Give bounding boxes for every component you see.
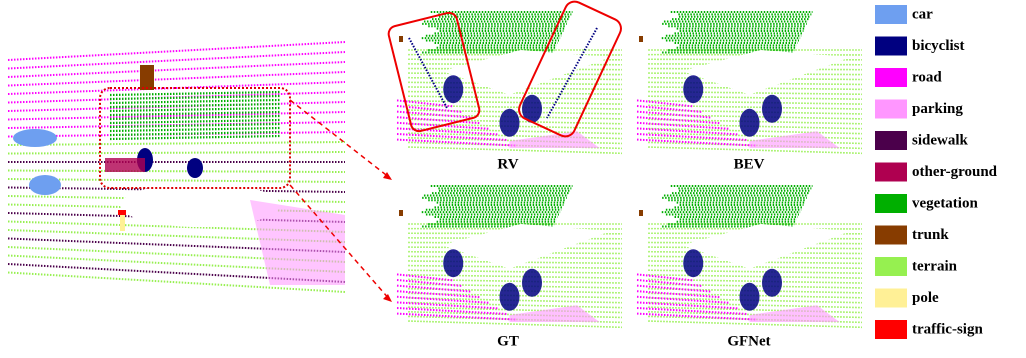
bicyclist [500, 109, 520, 137]
traffic-sign [118, 210, 126, 215]
panel-caption: BEV [734, 156, 765, 172]
points [8, 82, 345, 94]
legend-label: other-ground [912, 164, 998, 180]
bicyclist [740, 283, 760, 311]
bicyclist [683, 249, 703, 277]
figure: RV BEV GT GFNet car bicyclist road parking s… [0, 0, 1026, 358]
points [8, 42, 345, 60]
panel-caption: GFNet [727, 333, 770, 349]
points [110, 120, 280, 123]
points [408, 101, 622, 104]
bicyclist [522, 269, 542, 297]
points [110, 128, 280, 131]
parking [750, 305, 840, 322]
bicyclist [740, 109, 760, 137]
points [110, 96, 280, 99]
legend: car bicyclist road parking sidewalk other-gro… [875, 5, 998, 339]
bev-scene [637, 12, 862, 153]
bicyclist [443, 249, 463, 277]
gt-scene [397, 186, 622, 327]
points [8, 62, 345, 77]
clearing [442, 224, 611, 269]
points [110, 124, 280, 127]
car [29, 175, 61, 195]
points [110, 100, 280, 103]
legend-swatch [875, 100, 907, 119]
legend-label: road [912, 69, 942, 85]
legend-label: traffic-sign [912, 321, 983, 337]
bicyclist [443, 75, 463, 103]
panel-caption: GT [497, 333, 519, 349]
car [13, 129, 57, 147]
points [408, 105, 622, 109]
points [8, 52, 345, 69]
parking [510, 305, 600, 322]
clearing [442, 50, 611, 95]
zoom-arrow [290, 100, 390, 178]
legend-swatch [875, 68, 907, 87]
points [648, 105, 862, 109]
legend-label: car [912, 6, 933, 22]
points [8, 142, 345, 145]
gfnet-scene [637, 186, 862, 327]
points [8, 72, 345, 86]
legend-label: vegetation [912, 195, 978, 211]
legend-swatch [875, 37, 907, 56]
trunk [639, 210, 643, 216]
pole [120, 215, 125, 231]
points [648, 270, 862, 273]
legend-swatch [875, 131, 907, 150]
rv-scene [397, 12, 622, 153]
points [8, 171, 345, 173]
legend-label: parking [912, 101, 963, 117]
trunk [140, 65, 154, 90]
bicyclist [187, 158, 203, 178]
points [408, 270, 622, 273]
clearing [682, 224, 851, 269]
trunk [399, 210, 403, 216]
legend-swatch [875, 5, 907, 24]
points [8, 152, 345, 154]
parking [250, 200, 345, 285]
bicyclist [762, 269, 782, 297]
other-ground [105, 158, 145, 172]
legend-label: pole [912, 290, 939, 306]
legend-swatch [875, 320, 907, 339]
legend-label: bicyclist [912, 38, 965, 54]
legend-swatch [875, 289, 907, 308]
points [110, 104, 280, 107]
points [110, 132, 280, 135]
legend-swatch [875, 163, 907, 182]
parking [750, 131, 840, 148]
points [648, 96, 862, 99]
panel-caption: RV [497, 156, 518, 172]
legend-label: trunk [912, 227, 949, 243]
legend-label: sidewalk [912, 132, 969, 148]
points [648, 275, 862, 278]
points [648, 279, 862, 283]
trunk [639, 36, 643, 42]
bicyclist [500, 283, 520, 311]
main-scene [8, 42, 345, 292]
bicyclist [762, 95, 782, 123]
parking [510, 131, 600, 148]
legend-swatch [875, 226, 907, 245]
legend-swatch [875, 194, 907, 213]
points [110, 108, 280, 111]
points [648, 101, 862, 104]
legend-label: terrain [912, 258, 958, 274]
points [408, 275, 622, 278]
points [110, 116, 280, 119]
clearing [682, 50, 851, 95]
arrow-head [383, 294, 392, 302]
legend-swatch [875, 257, 907, 276]
trunk [399, 36, 403, 42]
points [408, 279, 622, 283]
bicyclist [683, 75, 703, 103]
points [110, 136, 280, 139]
